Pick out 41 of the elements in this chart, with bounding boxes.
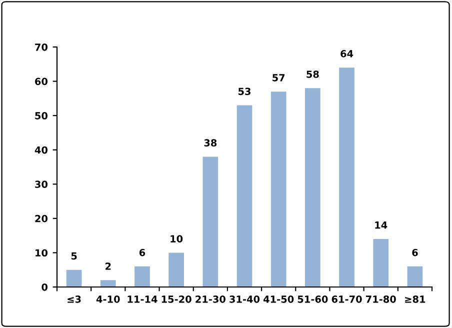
bar: [339, 68, 354, 287]
y-tick-label: 70: [35, 43, 48, 51]
data-label: 53: [238, 88, 250, 96]
bar: [407, 266, 423, 287]
data-label: 2: [106, 262, 111, 270]
data-label: 58: [306, 70, 319, 78]
x-tick-label: ≥81: [405, 296, 426, 303]
data-label: 64: [340, 50, 354, 58]
data-label: 57: [272, 74, 285, 82]
bar: [202, 156, 218, 287]
data-label: 14: [375, 222, 388, 229]
data-label: 5: [71, 252, 77, 260]
x-tick-label: 61-70: [332, 296, 362, 303]
bar: [134, 266, 150, 287]
bar: [270, 92, 286, 287]
data-label: 38: [204, 139, 217, 146]
data-label: 6: [412, 248, 418, 256]
y-tick-label: 30: [35, 180, 48, 188]
bar: [305, 88, 320, 287]
bar: [236, 105, 252, 287]
x-tick-label: 71-80: [366, 296, 396, 303]
x-tick-label: 11-14: [128, 296, 158, 303]
x-tick-label: 51-60: [298, 296, 328, 303]
y-tick-label: 10: [36, 249, 48, 257]
data-label: 10: [170, 235, 183, 242]
x-tick-label: ≤3: [68, 296, 81, 303]
data-label: 6: [139, 248, 146, 256]
y-tick-label: 60: [35, 78, 48, 86]
y-tick-label: 20: [35, 214, 48, 222]
x-tick-label: 4-10: [96, 296, 120, 303]
x-tick-label: 41-50: [263, 296, 294, 303]
bar: [100, 280, 116, 287]
y-tick-label: 0: [42, 283, 48, 291]
y-tick-label: 40: [34, 146, 48, 154]
y-tick-label: 50: [35, 112, 48, 120]
bar: [373, 239, 389, 287]
x-tick-label: 15-20: [162, 296, 192, 303]
x-tick-label: 31-40: [230, 296, 260, 303]
x-tick-label: 21-30: [196, 296, 226, 303]
bar: [168, 252, 184, 287]
bar: [66, 270, 82, 287]
